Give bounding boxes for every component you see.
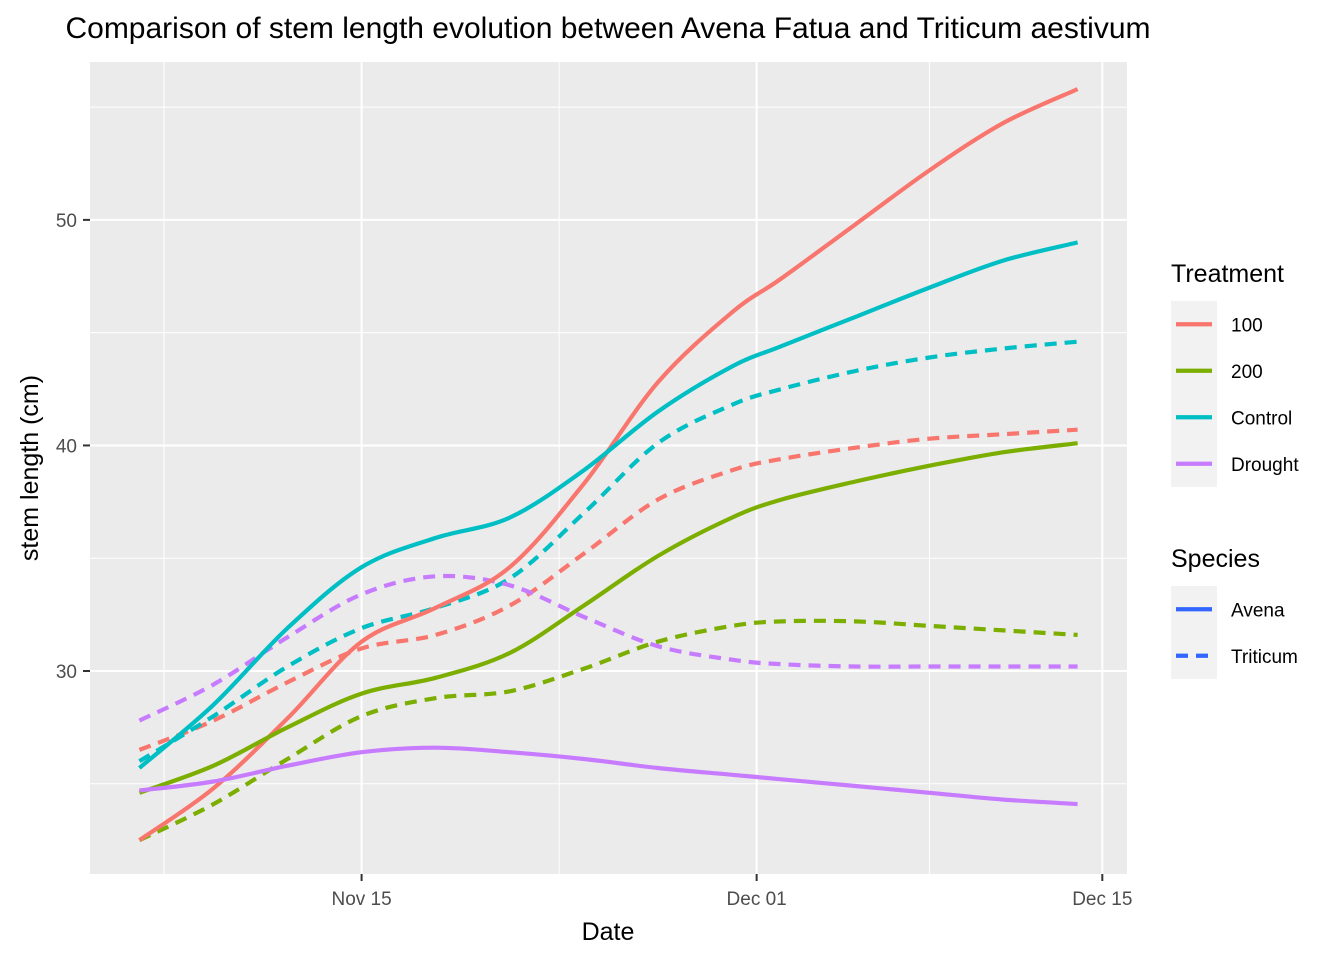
legend-label-avena: Avena bbox=[1231, 600, 1285, 621]
legend-label-100: 100 bbox=[1231, 315, 1263, 336]
chart-title: Comparison of stem length evolution betw… bbox=[65, 12, 1150, 45]
legend-key-background bbox=[1171, 301, 1217, 487]
series-line-avena-control bbox=[138, 240, 1079, 770]
y-tick-label: 40 bbox=[56, 436, 77, 457]
legend-label-triticum: Triticum bbox=[1231, 647, 1298, 668]
series-line-avena-drought bbox=[139, 745, 1078, 807]
legend-title-treatment: Treatment bbox=[1171, 260, 1284, 288]
legend: Treatment 100 200 Control Drought Species Aven… bbox=[1171, 260, 1299, 679]
series-line-triticum-drought bbox=[138, 573, 1078, 723]
legend-label-control: Control bbox=[1231, 408, 1292, 429]
x-tick-label: Nov 15 bbox=[331, 889, 391, 910]
x-tick-label: Dec 15 bbox=[1072, 889, 1132, 910]
x-axis-title: Date bbox=[582, 918, 635, 946]
y-tick-label: 30 bbox=[56, 662, 77, 683]
axes: Nov 15 Dec 01 Dec 15 30 40 50 bbox=[56, 211, 1133, 910]
series-line-triticum-100 bbox=[138, 427, 1078, 752]
legend-label-200: 200 bbox=[1231, 362, 1263, 383]
legend-label-drought: Drought bbox=[1231, 455, 1299, 476]
gridlines bbox=[90, 62, 1127, 874]
legend-key-background bbox=[1171, 586, 1217, 679]
series-line-triticum-control bbox=[138, 339, 1078, 763]
x-tick-label: Dec 01 bbox=[727, 889, 787, 910]
series-lines bbox=[138, 87, 1079, 843]
legend-title-species: Species bbox=[1171, 545, 1260, 573]
plot-panel bbox=[90, 62, 1127, 874]
series-line-triticum-200 bbox=[138, 618, 1078, 843]
y-axis-title: stem length (cm) bbox=[16, 375, 44, 561]
y-tick-label: 50 bbox=[56, 211, 77, 232]
series-line-avena-200 bbox=[138, 441, 1078, 795]
